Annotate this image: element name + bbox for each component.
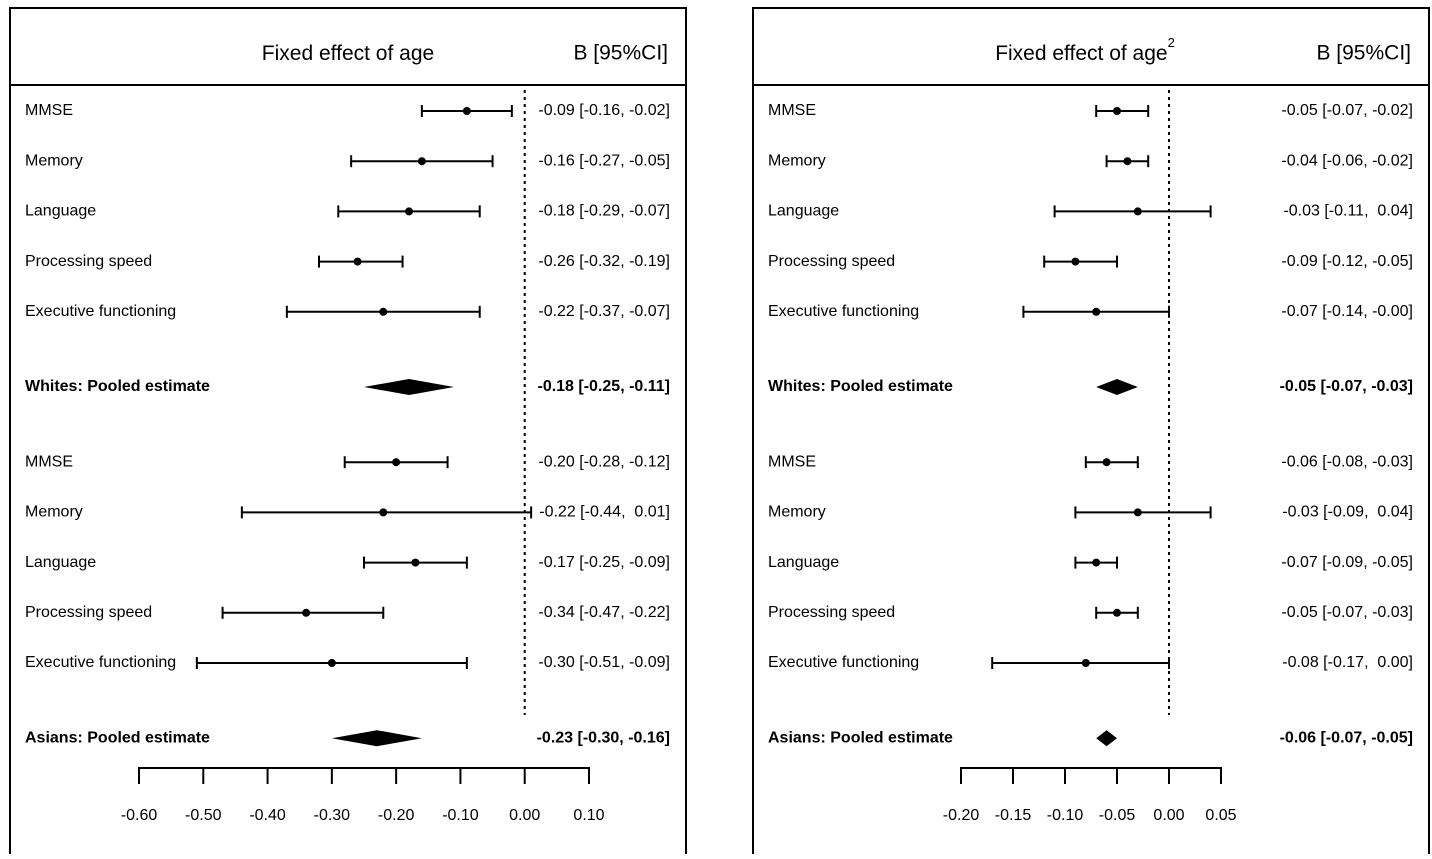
row-label: Language: [768, 554, 839, 571]
point-estimate: [302, 608, 311, 617]
x-tick-label: -0.30: [314, 807, 351, 824]
value-label: -0.08 [-0.17, 0.00]: [1282, 654, 1413, 671]
point-estimate: [392, 458, 401, 467]
row-label: Processing speed: [768, 604, 895, 621]
value-label: -0.03 [-0.11, 0.04]: [1283, 203, 1413, 220]
panel-frame: [752, 7, 1430, 859]
value-label: -0.30 [-0.51, -0.09]: [538, 654, 670, 671]
row-label: Executive functioning: [25, 303, 176, 320]
value-label: -0.07 [-0.14, -0.00]: [1281, 303, 1413, 320]
value-label: -0.18 [-0.25, -0.11]: [537, 378, 670, 395]
x-tick-label: -0.10: [442, 807, 479, 824]
row-label: Processing speed: [25, 253, 152, 270]
title-text: Fixed effect of age: [262, 42, 434, 65]
point-estimate: [1133, 207, 1142, 216]
point-estimate: [411, 558, 420, 567]
row-label: Executive functioning: [25, 654, 176, 671]
point-estimate: [1133, 508, 1142, 517]
value-label: -0.22 [-0.37, -0.07]: [538, 303, 670, 320]
point-estimate: [405, 207, 413, 216]
row-label: Processing speed: [25, 604, 152, 621]
value-label: -0.05 [-0.07, -0.03]: [1280, 378, 1413, 395]
row-label: Whites: Pooled estimate: [25, 378, 210, 395]
x-tick-label: -0.20: [943, 807, 980, 824]
point-estimate: [417, 157, 426, 166]
row-label: MMSE: [768, 102, 816, 119]
point-estimate: [1113, 608, 1121, 617]
value-label: -0.05 [-0.07, -0.03]: [1281, 604, 1413, 621]
x-tick-label: -0.05: [1099, 807, 1136, 824]
pooled-diamond: [1096, 379, 1138, 395]
panel-frame: [9, 7, 687, 859]
column-header: B [95%CI]: [573, 42, 668, 65]
row-label: Language: [768, 203, 839, 220]
row-label: Language: [25, 203, 96, 220]
row-label: MMSE: [768, 453, 816, 470]
point-estimate: [379, 508, 388, 517]
row-label: Memory: [25, 152, 83, 169]
value-label: -0.09 [-0.16, -0.02]: [538, 102, 670, 119]
pooled-diamond: [1096, 730, 1117, 747]
point-estimate: [1071, 257, 1080, 266]
value-label: -0.20 [-0.28, -0.12]: [538, 453, 670, 470]
point-estimate: [379, 307, 388, 316]
row-label: Processing speed: [768, 253, 895, 270]
row-label: Executive functioning: [768, 303, 919, 320]
x-tick-label: -0.20: [378, 807, 415, 824]
x-tick-label: -0.15: [995, 807, 1032, 824]
value-label: -0.07 [-0.09, -0.05]: [1281, 554, 1413, 571]
column-header: B [95%CI]: [1316, 42, 1411, 65]
point-estimate: [327, 659, 336, 667]
value-label: -0.26 [-0.32, -0.19]: [538, 253, 670, 270]
title-superscript: 2: [1168, 35, 1175, 50]
value-label: -0.06 [-0.07, -0.05]: [1280, 729, 1413, 746]
value-label: -0.06 [-0.08, -0.03]: [1281, 453, 1413, 470]
x-tick-label: -0.50: [185, 807, 222, 824]
row-label: Whites: Pooled estimate: [768, 378, 953, 395]
value-label: -0.16 [-0.27, -0.05]: [538, 152, 670, 169]
row-label: Memory: [768, 152, 826, 169]
value-label: -0.04 [-0.06, -0.02]: [1281, 152, 1413, 169]
x-tick-label: -0.10: [1047, 807, 1084, 824]
x-tick-label: 0.00: [1153, 807, 1184, 824]
point-estimate: [1113, 107, 1121, 115]
row-label: Asians: Pooled estimate: [25, 729, 210, 746]
point-estimate: [1081, 659, 1090, 667]
row-label: Executive functioning: [768, 654, 919, 671]
pooled-diamond: [331, 730, 422, 747]
value-label: -0.22 [-0.44, 0.01]: [539, 504, 670, 521]
title-text: Fixed effect of age: [995, 42, 1167, 65]
row-label: MMSE: [25, 453, 73, 470]
point-estimate: [1092, 558, 1101, 567]
row-label: Language: [25, 554, 96, 571]
x-tick-label: -0.40: [249, 807, 286, 824]
x-tick-label: -0.60: [121, 807, 158, 824]
x-tick-label: 0.10: [573, 807, 604, 824]
point-estimate: [1123, 157, 1132, 166]
panel-title: Fixed effect of age: [262, 42, 434, 65]
row-label: Asians: Pooled estimate: [768, 729, 953, 746]
row-label: Memory: [25, 504, 83, 521]
value-label: -0.03 [-0.09, 0.04]: [1282, 504, 1413, 521]
value-label: -0.18 [-0.29, -0.07]: [538, 203, 670, 220]
row-label: Memory: [768, 504, 826, 521]
point-estimate: [1102, 458, 1111, 467]
point-estimate: [462, 107, 471, 115]
x-tick-label: 0.05: [1205, 807, 1236, 824]
value-label: -0.23 [-0.30, -0.16]: [537, 729, 670, 746]
row-label: MMSE: [25, 102, 73, 119]
value-label: -0.34 [-0.47, -0.22]: [538, 604, 670, 621]
panel-title: Fixed effect of age2: [995, 35, 1175, 64]
value-label: -0.05 [-0.07, -0.02]: [1281, 102, 1413, 119]
x-tick-label: 0.00: [509, 807, 540, 824]
value-label: -0.09 [-0.12, -0.05]: [1281, 253, 1413, 270]
value-label: -0.17 [-0.25, -0.09]: [538, 554, 670, 571]
pooled-diamond: [364, 379, 454, 395]
point-estimate: [353, 257, 362, 266]
point-estimate: [1092, 307, 1101, 316]
